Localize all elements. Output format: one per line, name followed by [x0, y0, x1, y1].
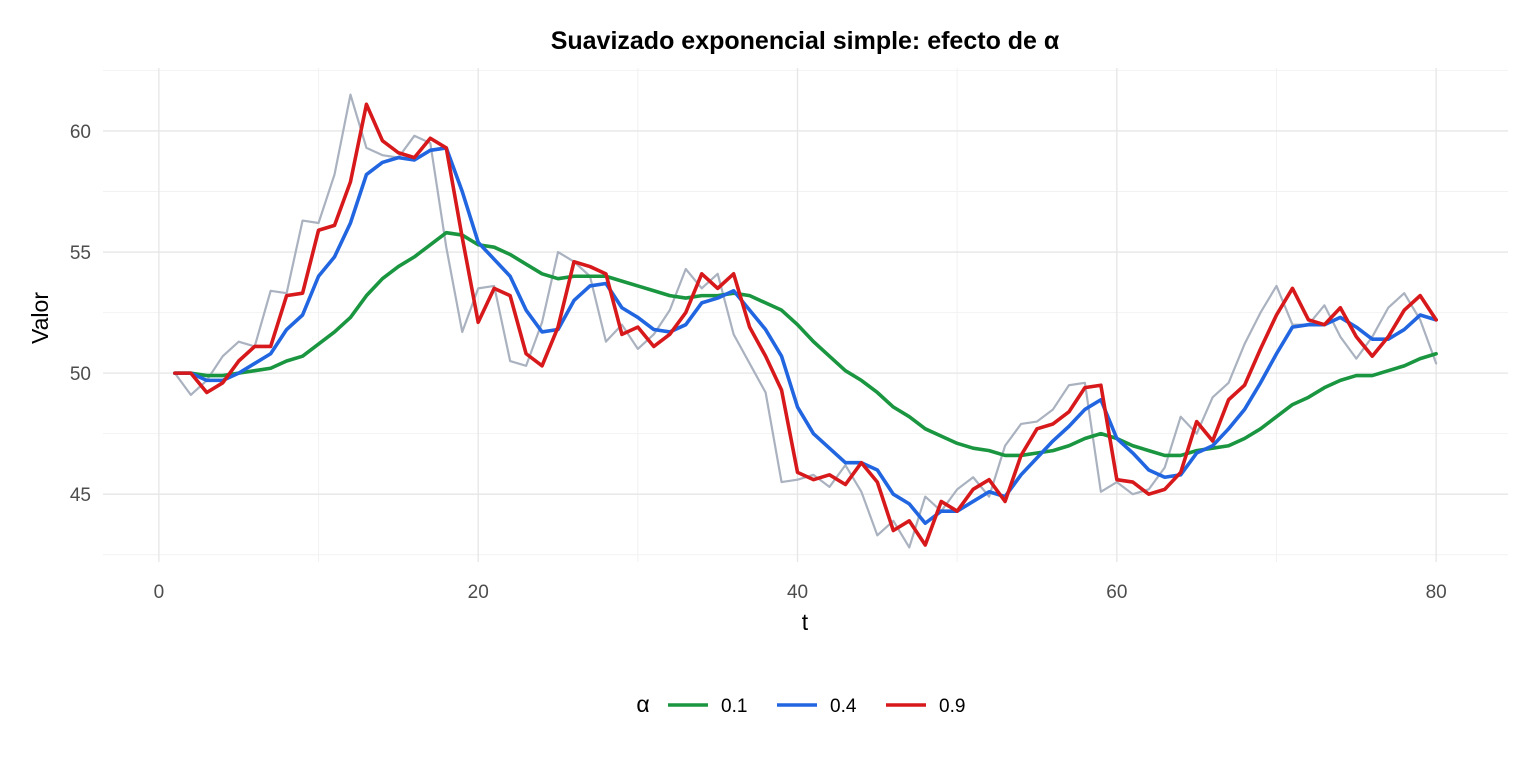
x-axis-title: t [802, 609, 809, 635]
y-tick-label: 50 [70, 364, 91, 385]
x-tick-label: 0 [154, 582, 165, 603]
chart-title: Suavizado exponencial simple: efecto de … [551, 27, 1060, 55]
series-line-alpha-0.1 [173, 230, 1438, 458]
grid [103, 68, 1508, 562]
x-tick-label: 20 [468, 582, 489, 603]
y-tick-label: 55 [70, 243, 91, 264]
legend-title: α [636, 691, 649, 717]
legend-label-0.4: 0.4 [830, 696, 857, 717]
series-layer [173, 93, 1438, 549]
y-tick-label: 60 [70, 122, 91, 143]
x-tick-label: 80 [1426, 582, 1447, 603]
x-tick-label: 60 [1106, 582, 1127, 603]
legend-label-0.9: 0.9 [939, 696, 965, 717]
y-tick-label: 45 [70, 485, 91, 506]
series-line-alpha-0.9 [173, 102, 1438, 547]
tick-labels: 0 20 40 60 80 45 50 55 60 [70, 122, 1447, 603]
x-tick-label: 40 [787, 582, 808, 603]
series-line-alpha-0.4 [173, 146, 1438, 526]
legend-label-0.1: 0.1 [721, 696, 747, 717]
legend: α 0.1 0.4 0.9 [636, 691, 965, 717]
y-axis-title: Valor [27, 292, 53, 344]
